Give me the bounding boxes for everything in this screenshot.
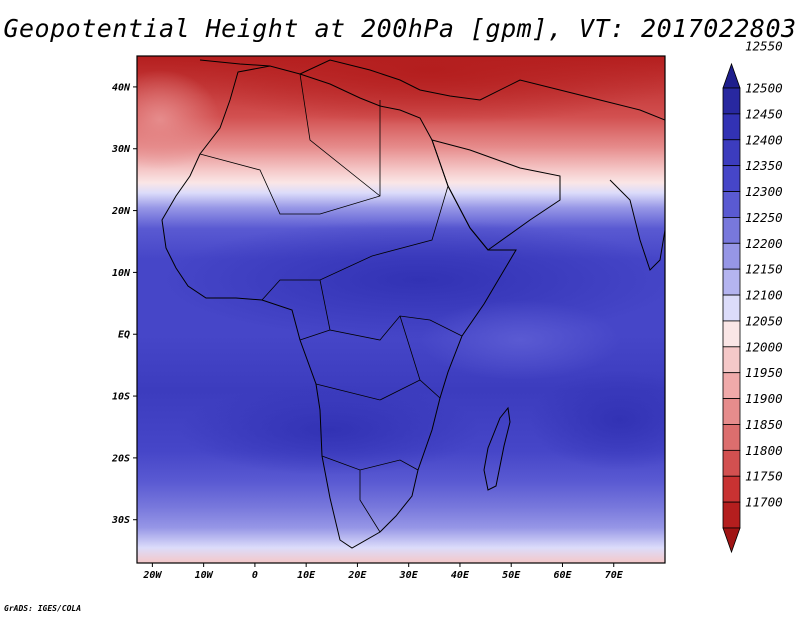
colorbar-segment: [722, 165, 741, 192]
colorbar-segment: [722, 139, 741, 167]
lat-tick-label: 30N: [111, 144, 131, 155]
coastlines: [161, 59, 665, 549]
colorbar-segment: [722, 217, 741, 244]
plot-frame: [136, 55, 666, 564]
colorbar-segment: [722, 372, 741, 399]
longitude-axis: 20W 10W 0 10E 20E 30E 40E 50E 60E 70E: [142, 563, 624, 581]
colorbar-segment: [722, 346, 741, 374]
grads-credit: GrADS: IGES/COLA: [4, 604, 82, 613]
europe-coastline: [199, 59, 665, 121]
colorbar-segment: [722, 113, 741, 141]
lat-tick-label: 30S: [111, 515, 130, 526]
lat-tick-label: 20S: [111, 453, 130, 464]
colorbar-segment: [722, 424, 741, 451]
lon-tick-label: 10W: [195, 570, 214, 581]
colorbar-label: 11750: [745, 469, 783, 484]
colorbar-segment: [722, 294, 741, 322]
colorbar-bottom-arrow: [722, 527, 741, 554]
india-coastline: [609, 179, 665, 271]
colorbar-label: 11950: [745, 365, 783, 380]
lat-tick-label: EQ: [118, 330, 130, 341]
colorbar-label: 12450: [745, 106, 783, 121]
colorbar-label: 11800: [745, 443, 783, 458]
lat-tick-label: 10N: [112, 268, 131, 279]
colorbar-label: 12550: [745, 39, 783, 54]
arabia-coastline: [431, 139, 561, 251]
colorbar-segment: [722, 320, 741, 348]
colorbar-segment: [722, 87, 741, 115]
colorbar-segment: [722, 268, 741, 296]
lon-tick-label: 10E: [297, 570, 316, 581]
lon-tick-label: 20E: [347, 570, 367, 581]
colorbar-label: 12000: [745, 339, 783, 354]
colorbar-segment: [722, 398, 741, 425]
lat-tick-label: 20N: [111, 206, 131, 217]
colorbar-segment: [722, 242, 741, 270]
lon-tick-label: 30E: [399, 570, 419, 581]
lat-tick-label: 40N: [112, 82, 131, 93]
colorbar-segment: [722, 475, 741, 503]
lon-tick-label: 20W: [142, 570, 162, 581]
lon-tick-label: 60E: [553, 570, 572, 581]
country-borders: [199, 73, 463, 533]
colorbar-label: 11700: [745, 495, 783, 510]
shaded-field: [137, 56, 665, 563]
lon-tick-label: 0: [252, 570, 258, 581]
colorbar-label: 12500: [745, 81, 783, 96]
colorbar-label: 12050: [745, 313, 783, 328]
lon-tick-label: 40E: [451, 570, 470, 581]
colorbar-label: 11850: [745, 417, 783, 432]
colorbar-label: 12150: [745, 262, 783, 277]
colorbar-label: 12350: [745, 158, 783, 173]
colorbar-segment: [722, 501, 741, 529]
colorbar-label: 11900: [745, 391, 783, 406]
colorbar-segment: [722, 449, 741, 477]
colorbar-label: 12250: [745, 210, 783, 225]
latitude-axis: 40N 30N 20N 10N EQ 10S 20S 30S: [111, 82, 137, 526]
lat-tick-label: 10S: [112, 392, 130, 403]
colorbar-label: 12300: [745, 184, 783, 199]
colorbar-segment: [722, 191, 741, 218]
colorbar: 12550 12500 12450 12400 12350 12300 12250 12200…: [722, 39, 783, 554]
madagascar-coastline: [483, 406, 511, 491]
colorbar-label: 12400: [745, 132, 783, 147]
map-title: Geopotential Height at 200hPa [gpm], VT:…: [3, 14, 797, 43]
lon-tick-label: 50E: [502, 570, 521, 581]
colorbar-label: 12200: [745, 236, 783, 251]
lon-tick-label: 70E: [605, 570, 624, 581]
colorbar-label: 12100: [745, 288, 783, 303]
colorbar-top-arrow: [722, 62, 741, 89]
